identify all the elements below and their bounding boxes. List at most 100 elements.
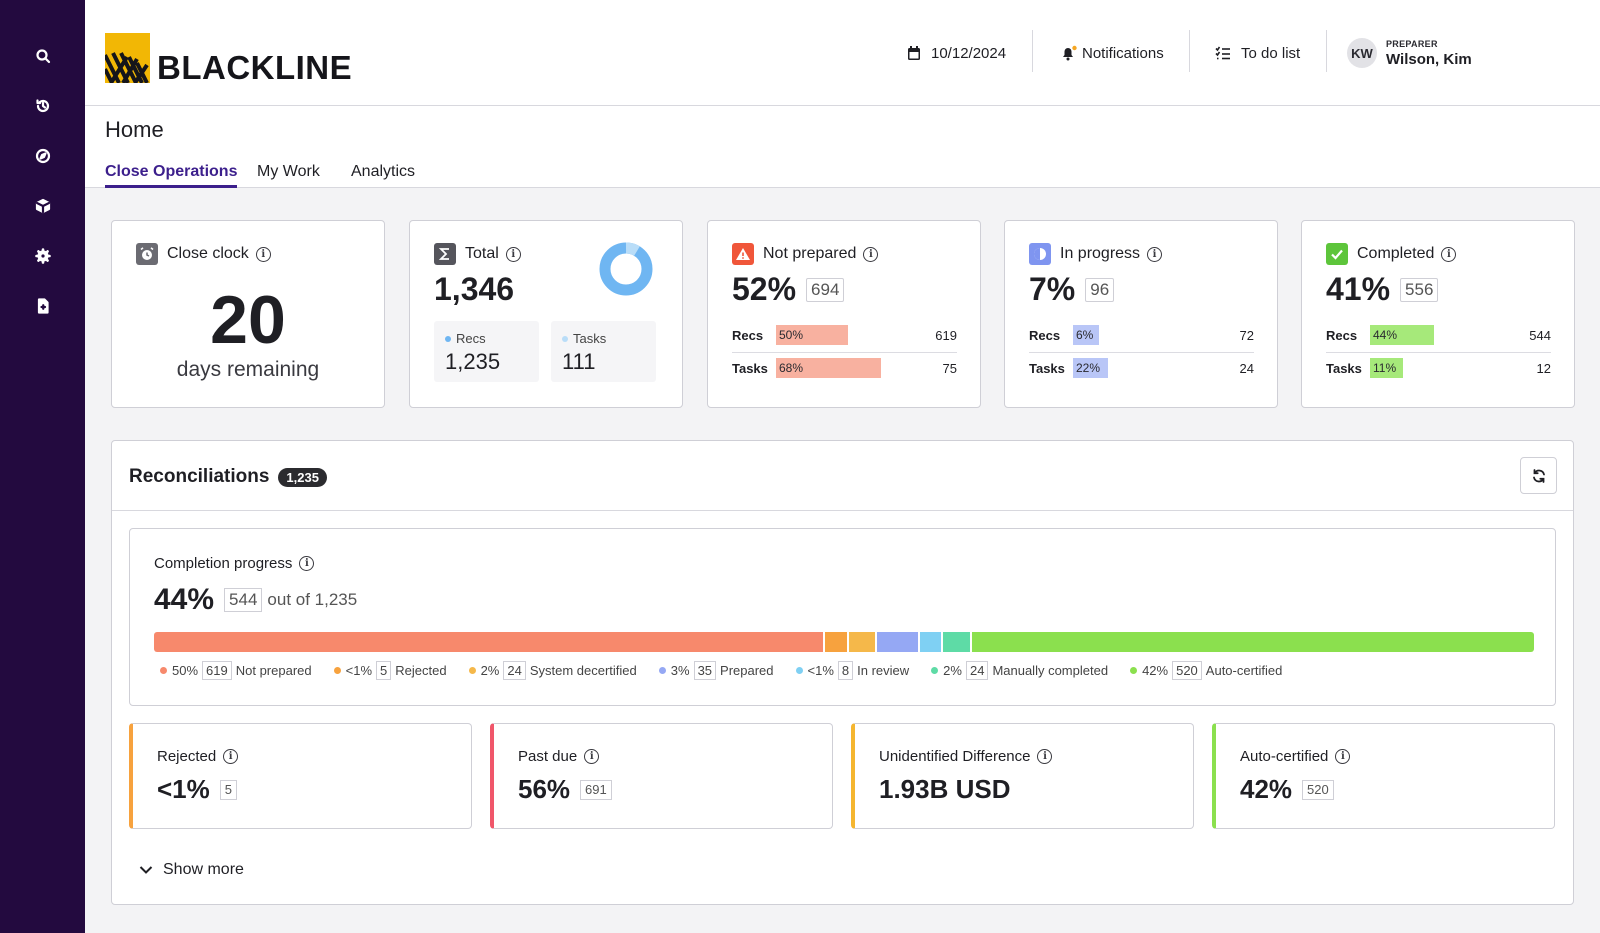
user-menu[interactable]: KW PREPARER Wilson, Kim [1347, 0, 1472, 106]
logo-text: BLACKLINE [157, 49, 353, 86]
completed-title: Completed [1357, 245, 1435, 262]
legend-label: Not prepared [235, 663, 312, 678]
recs-row: Recs 44% 544 [1326, 319, 1551, 351]
recs-total-value: 1,235 [445, 349, 501, 374]
panel-header: Reconciliations 1,235 [112, 441, 1573, 511]
recs-label: Recs [1326, 327, 1358, 343]
tab-close-operations[interactable]: Close Operations [105, 163, 238, 188]
gear-icon[interactable] [34, 247, 52, 265]
info-icon[interactable]: i [505, 246, 521, 262]
tasks-count: 75 [942, 360, 957, 376]
progress-segment[interactable] [848, 632, 876, 652]
info-icon[interactable]: i [255, 246, 271, 262]
legend-count: 35 [693, 661, 717, 680]
progress-segment[interactable] [919, 632, 941, 652]
kpi-rejected[interactable]: Rejected i <1% 5 [129, 723, 472, 829]
tasks-bar: 68% [776, 358, 881, 378]
legend-dot [795, 667, 803, 674]
tab-analytics[interactable]: Analytics [351, 163, 416, 180]
completion-count: 544 [224, 588, 263, 612]
kpi-title-row: Auto-certified i [1240, 748, 1351, 765]
legend-item[interactable]: 50% 619 Not prepared [160, 661, 312, 680]
info-icon[interactable]: i [299, 556, 315, 571]
tasks-row: Tasks 68% 75 [732, 352, 957, 384]
info-icon[interactable]: i [584, 749, 600, 764]
legend-item[interactable]: <1% 5 Rejected [333, 661, 447, 680]
kpi-title-row: Unidentified Difference i [879, 748, 1053, 765]
kpi-past-due[interactable]: Past due i 56% 691 [490, 723, 833, 829]
show-more-button[interactable]: Show more [139, 861, 244, 879]
recs-total-box: Recs 1,235 [434, 321, 539, 382]
reconciliations-title: Reconciliations [129, 466, 270, 487]
progress-segment[interactable] [825, 632, 847, 652]
info-icon[interactable]: i [1335, 749, 1351, 764]
legend-pct: 2% [943, 663, 962, 678]
legend-item[interactable]: 2% 24 Manually completed [931, 661, 1108, 680]
avatar: KW [1347, 38, 1377, 68]
date-picker[interactable]: 10/12/2024 [907, 0, 1006, 106]
tasks-bar: 11% [1370, 358, 1403, 378]
info-icon[interactable]: i [223, 749, 239, 764]
legend-item[interactable]: 2% 24 System decertified [468, 661, 637, 680]
progress-segment[interactable] [971, 632, 1534, 652]
kpi-title: Rejected [157, 748, 217, 765]
info-icon[interactable]: i [863, 246, 879, 262]
legend-count: 520 [1172, 661, 1202, 680]
info-icon[interactable]: i [1441, 246, 1457, 262]
todo-list-button[interactable]: To do list [1215, 0, 1300, 106]
legend-label: System decertified [529, 663, 637, 678]
tasks-label: Tasks [573, 331, 607, 346]
page-title: Home [105, 117, 164, 142]
legend-count: 5 [376, 661, 392, 680]
half-circle-icon [1029, 243, 1051, 265]
checklist-icon [1215, 46, 1230, 60]
legend-dot [333, 667, 341, 674]
progress-segment[interactable] [154, 632, 824, 652]
days-remaining-value: 20 [210, 282, 286, 358]
recs-label: Recs [732, 327, 764, 343]
progress-segment[interactable] [943, 632, 970, 652]
logo-mark [103, 33, 150, 85]
history-icon[interactable] [34, 97, 52, 115]
todo-label: To do list [1241, 44, 1301, 62]
count-badge: 96 [1085, 277, 1115, 302]
legend-count: 8 [837, 661, 854, 680]
in-progress-title: In progress [1060, 245, 1141, 262]
search-icon[interactable] [34, 47, 52, 65]
total-donut-chart [599, 242, 653, 296]
progress-segment[interactable] [877, 632, 918, 652]
refresh-button[interactable] [1520, 457, 1557, 494]
date-label: 10/12/2024 [931, 44, 1007, 62]
completion-progress-title-row: Completion progress i [154, 555, 315, 572]
kpi-value-row: 42% 520 [1240, 774, 1334, 805]
compass-icon[interactable] [34, 147, 52, 165]
info-icon[interactable]: i [1037, 749, 1053, 764]
kpi-auto-certified[interactable]: Auto-certified i 42% 520 [1212, 723, 1555, 829]
card-title: In progress i [1029, 243, 1163, 265]
legend-item[interactable]: 42% 520 Auto-certified [1130, 661, 1282, 680]
total-value: 1,346 [434, 271, 515, 307]
tab-my-work[interactable]: My Work [257, 163, 320, 180]
legend-dot [562, 335, 568, 342]
kpi-title: Past due [518, 748, 578, 765]
info-icon[interactable]: i [1147, 246, 1163, 262]
document-icon[interactable] [34, 297, 52, 315]
cube-icon[interactable] [34, 197, 52, 215]
legend-item[interactable]: <1% 8 In review [795, 661, 909, 680]
kpi-unidentified-difference[interactable]: Unidentified Difference i 1.93B USD [851, 723, 1194, 829]
not-prepared-title: Not prepared [763, 245, 857, 262]
checkmark-icon [1326, 243, 1348, 265]
row-divider [1029, 352, 1254, 353]
legend-pct: 50% [172, 663, 199, 678]
completion-of-text: out of 1,235 [267, 590, 358, 609]
legend-item[interactable]: 3% 35 Prepared [658, 661, 774, 680]
tasks-total-box: Tasks 111 [551, 321, 656, 382]
legend-label: Prepared [720, 663, 774, 678]
reconciliations-count-badge: 1,235 [278, 467, 327, 487]
legend-count: 24 [503, 661, 526, 680]
notifications-button[interactable]: Notifications [1060, 0, 1164, 106]
total-card: Total i 1,346 Recs 1,235 Tasks 111 [409, 220, 683, 408]
legend-label: Rejected [395, 663, 447, 678]
legend-count: 24 [965, 661, 989, 680]
blackline-logo[interactable]: BLACKLINE [103, 33, 353, 86]
